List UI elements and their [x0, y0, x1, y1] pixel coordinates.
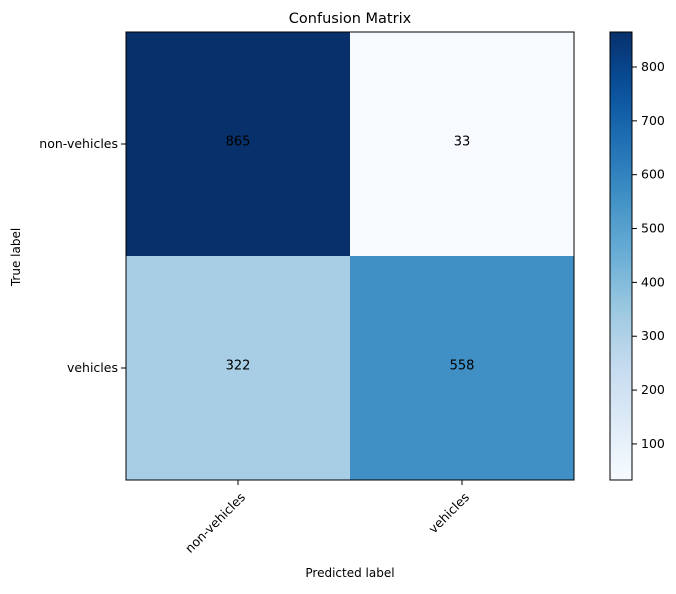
- heatmap-cell-non-vehicles-non-vehicles: [126, 32, 350, 256]
- y-tick-label-vehicles: vehicles: [67, 360, 118, 375]
- heatmap-cell-vehicles-vehicles: [350, 256, 574, 480]
- heatmap-cell-value-non-vehicles-vehicles: 33: [454, 135, 471, 150]
- colorbar-tick-label-100: 100: [641, 436, 665, 451]
- colorbar-tick-label-300: 300: [641, 328, 665, 343]
- heatmap-cell-value-non-vehicles-non-vehicles: 865: [226, 135, 251, 150]
- heatmap-cell-non-vehicles-vehicles: [350, 32, 574, 256]
- y-axis-label: True label: [9, 228, 23, 287]
- colorbar-tick-label-700: 700: [641, 113, 665, 128]
- x-tick-label-vehicles: vehicles: [425, 490, 472, 537]
- heatmap-cell-vehicles-non-vehicles: [126, 256, 350, 480]
- chart-title: Confusion Matrix: [289, 11, 412, 27]
- colorbar-tick-label-200: 200: [641, 382, 665, 397]
- colorbar-gradient: [609, 31, 633, 481]
- heatmap-cell-value-vehicles-non-vehicles: 322: [226, 359, 251, 374]
- colorbar-tick-label-800: 800: [641, 59, 665, 74]
- colorbar-tick-label-400: 400: [641, 274, 665, 289]
- heatmap-cell-value-vehicles-vehicles: 558: [450, 359, 475, 374]
- colorbar: 100 200 300 400 500 600 700 800: [609, 31, 665, 481]
- y-tick-label-non-vehicles: non-vehicles: [39, 136, 118, 151]
- plot-frame: [125, 31, 575, 481]
- x-tick-label-non-vehicles: non-vehicles: [182, 490, 248, 556]
- heatmap-cells: [125, 31, 575, 481]
- y-axis: non-vehicles vehicles: [39, 136, 126, 375]
- x-axis-label: Predicted label: [305, 566, 394, 580]
- colorbar-tick-label-600: 600: [641, 167, 665, 182]
- colorbar-tick-label-500: 500: [641, 221, 665, 236]
- heatmap-cell-labels: 865 33 322 558: [226, 135, 475, 374]
- x-axis: non-vehicles vehicles: [182, 480, 472, 556]
